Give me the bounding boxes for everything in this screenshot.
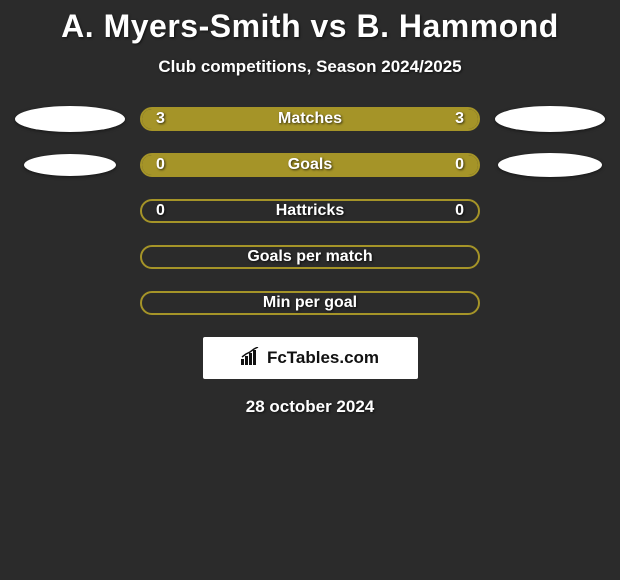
- page-subtitle: Club competitions, Season 2024/2025: [0, 57, 620, 77]
- right-flank: [490, 106, 610, 132]
- stat-row: Goals per match: [0, 245, 620, 269]
- right-flank: [490, 153, 610, 177]
- stat-label: Hattricks: [184, 202, 436, 220]
- left-ellipse-icon: [15, 106, 125, 132]
- stat-label: Min per goal: [184, 294, 436, 312]
- stat-row: 0Goals0: [0, 153, 620, 177]
- left-value: 0: [142, 202, 184, 220]
- stat-label: Goals: [184, 156, 436, 174]
- stat-bar: Min per goal: [140, 291, 480, 315]
- attribution-text: FcTables.com: [267, 348, 379, 368]
- stat-bar: 0Goals0: [140, 153, 480, 177]
- right-value: 0: [436, 156, 478, 174]
- left-flank: [10, 106, 130, 132]
- stat-label: Goals per match: [184, 248, 436, 266]
- left-value: 3: [142, 110, 184, 128]
- right-value: 3: [436, 110, 478, 128]
- left-value: 0: [142, 156, 184, 174]
- stat-row: 3Matches3: [0, 107, 620, 131]
- stat-bar: Goals per match: [140, 245, 480, 269]
- comparison-infographic: A. Myers-Smith vs B. Hammond Club compet…: [0, 0, 620, 417]
- stat-bar: 3Matches3: [140, 107, 480, 131]
- stat-bar: 0Hattricks0: [140, 199, 480, 223]
- attribution-badge: FcTables.com: [203, 337, 418, 379]
- right-ellipse-icon: [498, 153, 602, 177]
- left-flank: [10, 154, 130, 176]
- left-ellipse-icon: [24, 154, 116, 176]
- stat-rows: 3Matches30Goals00Hattricks0Goals per mat…: [0, 107, 620, 315]
- stat-label: Matches: [184, 110, 436, 128]
- page-title: A. Myers-Smith vs B. Hammond: [0, 8, 620, 45]
- date-label: 28 october 2024: [0, 397, 620, 417]
- bars-icon: [241, 347, 263, 370]
- right-ellipse-icon: [495, 106, 605, 132]
- stat-row: Min per goal: [0, 291, 620, 315]
- right-value: 0: [436, 202, 478, 220]
- stat-row: 0Hattricks0: [0, 199, 620, 223]
